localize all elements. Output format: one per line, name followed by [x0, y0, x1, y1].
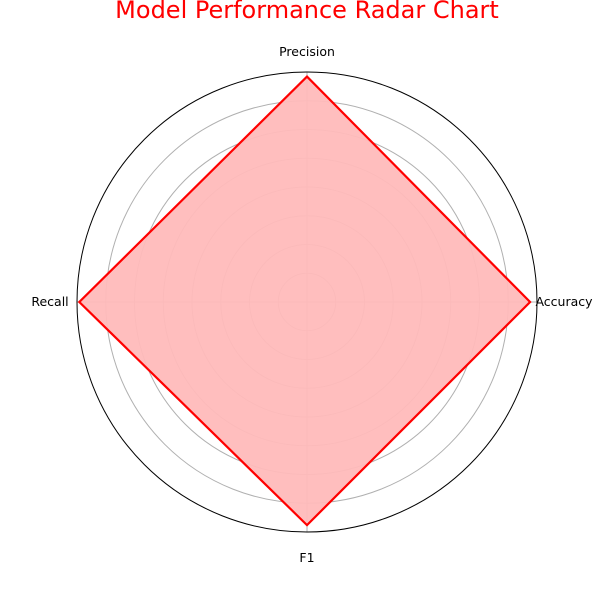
axis-label-recall: Recall — [31, 294, 68, 309]
outer-ring — [76, 71, 538, 533]
axis-label-f1: F1 — [299, 550, 314, 565]
series-layer — [77, 75, 532, 527]
axis-label-accuracy: Accuracy — [535, 294, 593, 309]
chart-title: Model Performance Radar Chart — [115, 0, 499, 24]
series-area — [79, 76, 531, 526]
axis-label-precision: Precision — [279, 44, 335, 59]
series-line — [77, 75, 532, 527]
axis-labels: Accuracy Precision Recall F1 — [31, 44, 593, 565]
